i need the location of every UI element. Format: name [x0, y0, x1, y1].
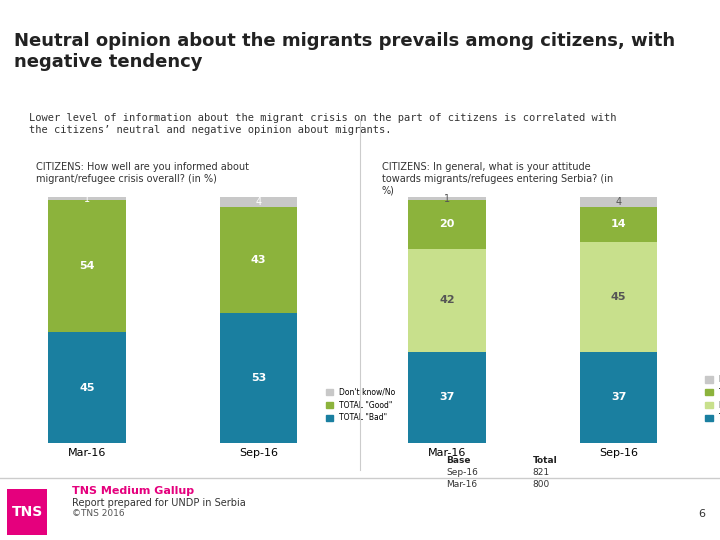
Text: TNS: TNS	[12, 505, 42, 518]
Text: Total: Total	[533, 456, 557, 465]
Bar	[580, 197, 657, 207]
Text: 1: 1	[84, 193, 90, 204]
Text: 4: 4	[616, 197, 621, 207]
Text: TNS Medium Gallup: TNS Medium Gallup	[72, 486, 194, 496]
Text: 43: 43	[251, 255, 266, 265]
Text: 6: 6	[698, 509, 706, 519]
Text: 14: 14	[611, 219, 626, 230]
Bar	[408, 352, 485, 443]
Text: 37: 37	[439, 393, 455, 402]
Text: 800: 800	[533, 480, 550, 489]
Text: 1: 1	[444, 193, 450, 204]
Text: 4: 4	[256, 197, 261, 207]
Text: CITIZENS: In general, what is your attitude
towards migrants/refugees entering S: CITIZENS: In general, what is your attit…	[382, 162, 613, 195]
Text: 821: 821	[533, 468, 550, 477]
Text: 53: 53	[251, 373, 266, 383]
Text: 45: 45	[79, 382, 95, 393]
Legend: Don't know/No answer, TOTAL "Positive", Neutral, TOTAL "Negative": Don't know/No answer, TOTAL "Positive", …	[702, 372, 720, 426]
Bar	[580, 352, 657, 443]
Text: 45: 45	[611, 292, 626, 302]
Bar	[408, 197, 485, 200]
Text: Report prepared for UNDP in Serbia: Report prepared for UNDP in Serbia	[72, 498, 246, 509]
Text: Lower level of information about the migrant crisis on the part of citizens is c: Lower level of information about the mig…	[29, 113, 616, 135]
Text: CITIZENS: How well are you informed about
migrant/refugee crisis overall? (in %): CITIZENS: How well are you informed abou…	[36, 162, 249, 184]
Bar	[48, 197, 125, 200]
Bar	[580, 207, 657, 241]
Bar	[220, 313, 297, 443]
Text: 20: 20	[439, 219, 455, 230]
Text: ©TNS 2016: ©TNS 2016	[72, 509, 125, 518]
Text: 42: 42	[439, 295, 455, 306]
Bar	[580, 241, 657, 352]
Bar	[48, 200, 125, 332]
Text: 54: 54	[79, 261, 95, 271]
Bar	[220, 197, 297, 207]
Legend: Don't know/No answer, TOTAL "Good", TOTAL "Bad": Don't know/No answer, TOTAL "Good", TOTA…	[323, 384, 429, 426]
Text: Base: Base	[446, 456, 471, 465]
Bar	[220, 207, 297, 313]
Bar	[48, 332, 125, 443]
Bar	[408, 249, 485, 352]
Bar	[408, 200, 485, 249]
Text: Sep-16: Sep-16	[446, 468, 478, 477]
Text: 37: 37	[611, 393, 626, 402]
Text: Neutral opinion about the migrants prevails among citizens, with
negative tenden: Neutral opinion about the migrants preva…	[14, 32, 675, 71]
Text: Mar-16: Mar-16	[446, 480, 477, 489]
